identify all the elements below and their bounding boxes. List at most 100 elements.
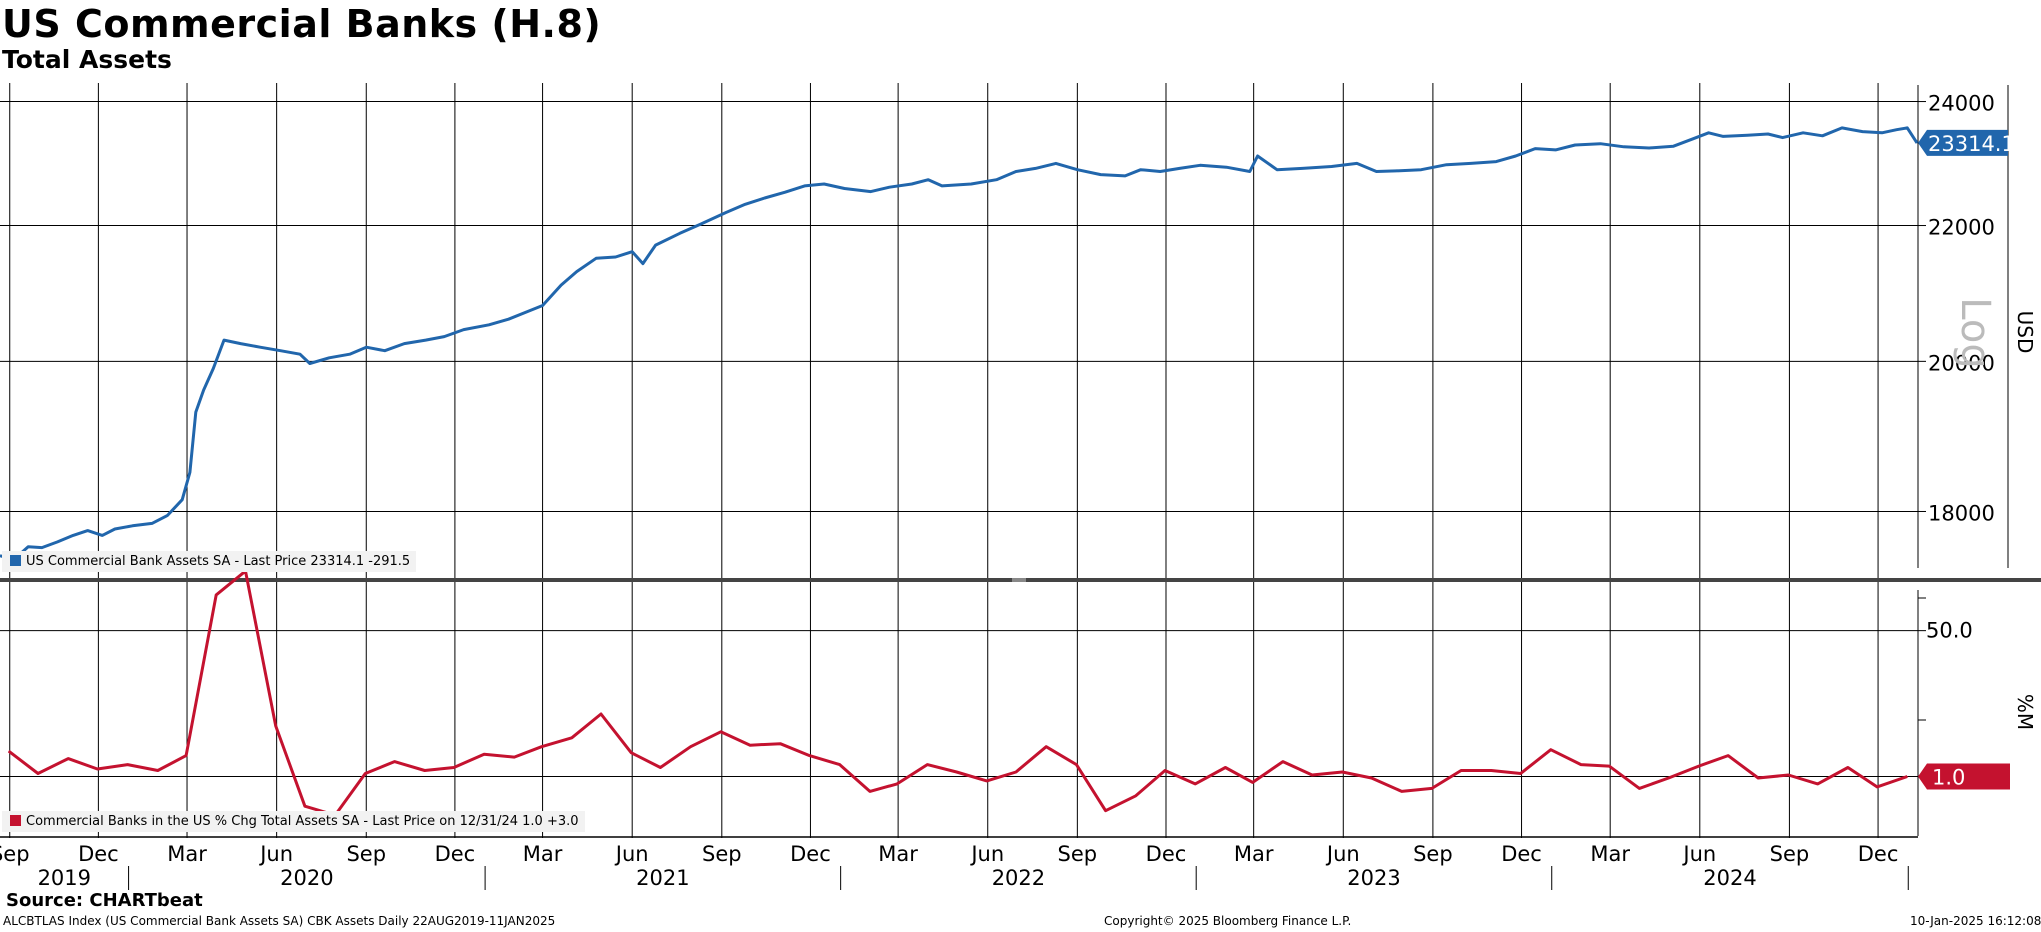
x-year-label: 2024 bbox=[1703, 866, 1756, 890]
pct-change-line-point bbox=[1580, 764, 1582, 766]
bank-assets-line-point bbox=[870, 191, 872, 193]
bank-assets-line-point bbox=[970, 183, 972, 185]
pct-change-line-point bbox=[1371, 777, 1372, 779]
footer-ticker-info: ALCBTLAS Index (US Commercial Bank Asset… bbox=[3, 914, 556, 928]
bank-assets-line-point bbox=[699, 223, 701, 225]
bank-assets-line-point bbox=[1722, 135, 1724, 137]
pct-change-line-point bbox=[1550, 749, 1552, 751]
bank-assets-line-point bbox=[223, 339, 225, 341]
bank-assets-line-point bbox=[1395, 170, 1397, 172]
bank-assets-line-point bbox=[240, 343, 242, 345]
bank-assets-line-point bbox=[1574, 144, 1576, 146]
bank-assets-line-point bbox=[365, 346, 367, 348]
bank-assets-line-point bbox=[1375, 171, 1377, 172]
pct-change-line-point bbox=[304, 805, 306, 807]
pct-change-line-point bbox=[749, 744, 751, 746]
bank-assets-line-point bbox=[309, 363, 311, 364]
x-month-tick-label: Dec bbox=[1858, 842, 1899, 866]
x-month-tick-label: Sep bbox=[346, 842, 386, 866]
bank-assets-line-point bbox=[259, 346, 261, 348]
pct-change-line-point bbox=[571, 737, 573, 739]
bank-assets-line-point bbox=[212, 368, 214, 369]
pct-change-line-point bbox=[690, 746, 692, 748]
bank-assets-line-point bbox=[642, 263, 644, 265]
bank-assets-line-point bbox=[1199, 164, 1201, 166]
pct-change-line-point bbox=[926, 764, 928, 766]
x-year-label: 2022 bbox=[992, 866, 1045, 890]
bank-assets-line-point bbox=[1767, 133, 1769, 135]
pct-change-line-point bbox=[1727, 755, 1729, 757]
bank-assets-line-point bbox=[1841, 127, 1843, 129]
pct-change-line-point bbox=[96, 768, 98, 770]
x-month-tick-label: Dec bbox=[1501, 842, 1542, 866]
bank-assets-line-point bbox=[488, 324, 490, 326]
bank-assets-line-point bbox=[328, 357, 330, 359]
pct-change-line-point bbox=[600, 713, 602, 715]
bank-assets-line-point bbox=[1782, 137, 1784, 139]
bank-assets-line-point bbox=[888, 186, 890, 188]
pct-change-line-point bbox=[630, 752, 632, 754]
bank-assets-line-point bbox=[615, 256, 617, 258]
bank-assets-line-point bbox=[1257, 155, 1259, 157]
x-year-label: 2023 bbox=[1347, 866, 1400, 890]
x-month-tick-label: Sep bbox=[1058, 842, 1098, 866]
bank-assets-line-point bbox=[764, 197, 766, 199]
pct-change-line-point bbox=[1520, 773, 1522, 774]
bank-assets-line-point bbox=[1822, 135, 1823, 137]
pct-change-line-point bbox=[453, 767, 455, 768]
bank-assets-line-point bbox=[1356, 162, 1358, 164]
bank-assets-line-point bbox=[0, 555, 1, 557]
bank-assets-line-point bbox=[744, 203, 746, 205]
bank-assets-line-point bbox=[1249, 171, 1251, 172]
top-y-tick-label: 24000 bbox=[1928, 92, 1995, 116]
bank-assets-line-point bbox=[911, 183, 913, 185]
bank-assets-line-point bbox=[1159, 171, 1161, 172]
bank-assets-line-point bbox=[1446, 164, 1447, 166]
bank-assets-line-point bbox=[425, 339, 427, 341]
x-month-tick-label: Sep bbox=[1770, 842, 1810, 866]
panel-divider-handle bbox=[1012, 578, 1026, 582]
x-month-tick-label: Mar bbox=[878, 842, 918, 866]
x-month-tick-label: Jun bbox=[1325, 842, 1360, 866]
bank-assets-line-point bbox=[189, 471, 191, 473]
bank-assets-line-point bbox=[57, 541, 58, 543]
pct-change-line-point bbox=[1194, 783, 1196, 785]
top-legend-text: US Commercial Bank Assets SA - Last Pric… bbox=[26, 554, 411, 569]
pct-change-line-point bbox=[157, 770, 159, 771]
pct-change-line-point bbox=[720, 731, 722, 733]
bank-assets-line-point bbox=[181, 499, 183, 501]
bank-assets-line-point bbox=[299, 353, 301, 355]
bank-assets-line-point bbox=[1555, 149, 1557, 151]
pct-change-line-point bbox=[896, 783, 898, 785]
pct-change-line-point bbox=[1282, 761, 1284, 763]
x-month-tick-label: Mar bbox=[167, 842, 207, 866]
pct-change-line-point bbox=[869, 790, 871, 792]
top-last-value-tag bbox=[1918, 129, 2008, 156]
pct-change-line-point bbox=[659, 767, 661, 768]
bank-assets-line-point bbox=[576, 271, 578, 273]
bank-assets-line-point bbox=[1140, 169, 1142, 171]
bank-assets-line-point bbox=[1055, 162, 1057, 164]
bank-assets-line-point bbox=[528, 310, 530, 312]
x-month-tick-label: Mar bbox=[1234, 842, 1274, 866]
chart-subtitle: Total Assets bbox=[2, 45, 172, 74]
bank-assets-line-point bbox=[1331, 166, 1333, 167]
bank-assets-line-point bbox=[679, 232, 681, 234]
x-month-tick-label: Mar bbox=[523, 842, 563, 866]
bank-assets-line-point bbox=[927, 179, 929, 181]
source-note: Source: CHARTbeat bbox=[6, 890, 203, 911]
bank-assets-line-point bbox=[1906, 127, 1908, 129]
pct-change-line-point bbox=[541, 746, 543, 748]
bank-assets-line-point bbox=[1599, 143, 1601, 145]
x-month-tick-label: Sep bbox=[1413, 842, 1453, 866]
pct-change-line-point bbox=[1311, 774, 1313, 776]
x-month-tick-label: Dec bbox=[78, 842, 119, 866]
bank-assets-line-point bbox=[203, 389, 205, 391]
pct-change-line-point bbox=[1164, 770, 1166, 771]
pct-change-line-point bbox=[1015, 771, 1017, 773]
bank-assets-line-point bbox=[1301, 167, 1303, 169]
bank-assets-line-point bbox=[542, 305, 544, 306]
pct-change-line-point bbox=[185, 755, 187, 757]
pct-change-line-point bbox=[986, 780, 988, 782]
